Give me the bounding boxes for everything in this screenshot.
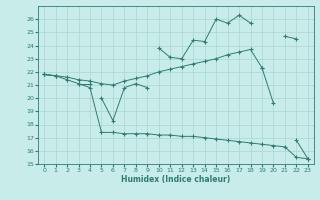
X-axis label: Humidex (Indice chaleur): Humidex (Indice chaleur) <box>121 175 231 184</box>
